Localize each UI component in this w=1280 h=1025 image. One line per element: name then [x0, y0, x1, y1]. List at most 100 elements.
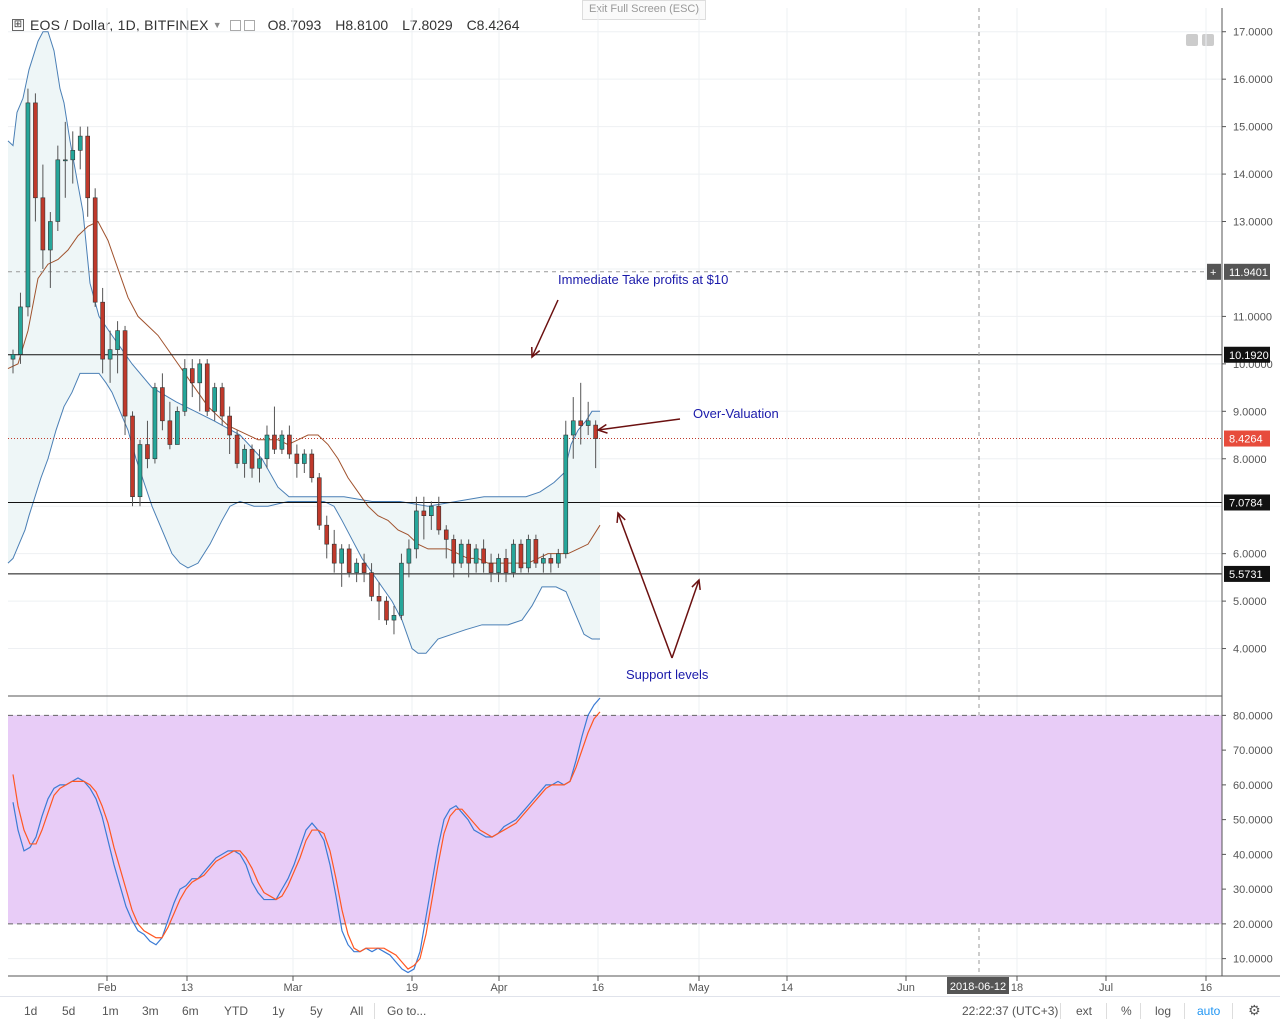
- candle-body: [287, 434, 292, 455]
- x-tick-label: Jun: [897, 982, 915, 994]
- y-tick-label: 30.0000: [1233, 884, 1273, 896]
- candle-body: [488, 562, 494, 573]
- current-price-tag-bg: [1224, 430, 1270, 447]
- bottom-toolbar: 1d 5d 1m 3m 6m YTD 1y 5y All Go to... 22:22:37 (UT…: [0, 996, 1280, 1025]
- x-tick-label: Feb: [98, 982, 117, 994]
- clock-readout: 22:22:37 (UTC+3): [962, 1004, 1059, 1018]
- candle-body: [436, 505, 442, 531]
- collapse-icon[interactable]: ⊞: [12, 19, 24, 31]
- candle-body: [339, 548, 344, 564]
- candle-body: [346, 548, 352, 573]
- candle-body: [324, 524, 330, 545]
- range-button-1y[interactable]: 1y: [272, 1004, 285, 1018]
- bollinger-fill: [8, 31, 600, 654]
- candle-body: [316, 477, 322, 526]
- candle-body: [518, 543, 524, 569]
- candle-body: [115, 330, 120, 350]
- plus-icon-bg: [1207, 263, 1221, 280]
- range-button-3m[interactable]: 3m: [142, 1004, 159, 1018]
- chart-header: EOS / Dollar, 1D, BITFINEX ▼ O8.7093 H8.…: [30, 17, 530, 33]
- candle-body: [391, 615, 397, 621]
- y-tick-label: 50.0000: [1233, 815, 1273, 827]
- level-price-tag-bg: [1224, 494, 1270, 511]
- eye-icon[interactable]: [229, 19, 241, 31]
- candle-body: [25, 102, 31, 308]
- auto-toggle[interactable]: auto: [1197, 1004, 1221, 1018]
- x-tick-label: 16: [1200, 982, 1212, 994]
- candle-body: [197, 363, 203, 384]
- candle-body: [429, 505, 434, 516]
- annotation-text: Immediate Take profits at $10: [558, 272, 728, 287]
- toolbar-divider: [1106, 1003, 1107, 1019]
- take-profit-arrow: [531, 299, 559, 358]
- candle-body: [257, 458, 262, 469]
- candle-body: [570, 420, 576, 436]
- candle-body: [48, 221, 53, 251]
- range-button-1m[interactable]: 1m: [102, 1004, 119, 1018]
- symbol-title[interactable]: EOS / Dollar, 1D, BITFINEX: [30, 17, 209, 33]
- percent-toggle[interactable]: %: [1121, 1004, 1132, 1018]
- ext-toggle[interactable]: ext: [1076, 1004, 1093, 1018]
- scale-down-icon[interactable]: [1186, 34, 1198, 46]
- candle-body: [77, 135, 83, 151]
- candle-body: [421, 510, 427, 516]
- candle-body: [548, 558, 554, 564]
- candle-body: [33, 102, 38, 199]
- candle-body: [100, 301, 105, 360]
- gear-icon[interactable]: ⚙: [1248, 1002, 1261, 1018]
- stochastic-band-fill: [8, 715, 1222, 924]
- stochastic-oscillator: [8, 697, 1222, 974]
- scale-up-icon[interactable]: [1202, 34, 1214, 46]
- candle-body: [466, 543, 471, 564]
- take-profit-arrow-head: [531, 346, 541, 359]
- candle-body: [130, 415, 135, 498]
- crosshair-date-bg: [947, 977, 1009, 994]
- range-button-1d[interactable]: 1d: [24, 1004, 38, 1018]
- candle-body: [578, 420, 584, 426]
- candlesticks: [8, 88, 1222, 697]
- y-tick-label: 11.0000: [1233, 311, 1272, 323]
- support-arrow-lower: [671, 579, 700, 659]
- candle-body: [533, 539, 539, 564]
- toolbar-divider: [1232, 1003, 1233, 1019]
- range-button-6m[interactable]: 6m: [182, 1004, 199, 1018]
- y-tick-label: 8.0000: [1233, 454, 1267, 466]
- support-arrow-upper: [617, 512, 673, 659]
- candle-body: [10, 354, 16, 360]
- range-button-5y[interactable]: 5y: [310, 1004, 323, 1018]
- range-button-ytd[interactable]: YTD: [224, 1004, 248, 1018]
- range-button-all[interactable]: All: [350, 1004, 364, 1018]
- support-arrow-lower-head: [691, 578, 701, 591]
- log-toggle[interactable]: log: [1155, 1004, 1172, 1018]
- level-price-tag: 7.0784: [1229, 497, 1263, 509]
- candle-body: [219, 387, 225, 417]
- level-price-tag-bg: [1224, 565, 1270, 582]
- candle-body: [302, 453, 307, 464]
- y-tick-label: 14.0000: [1233, 169, 1273, 181]
- candle-body: [137, 444, 143, 498]
- candle-body: [376, 596, 382, 602]
- candle-body: [182, 368, 188, 412]
- range-button-5d[interactable]: 5d: [62, 1004, 76, 1018]
- y-tick-label: 13.0000: [1233, 217, 1273, 229]
- goto-button[interactable]: Go to...: [387, 1004, 427, 1018]
- candle-body: [167, 420, 173, 445]
- exit-fullscreen-hint[interactable]: Exit Full Screen (ESC): [582, 0, 706, 20]
- crosshair-date-tag: 2018-06-12: [950, 981, 1006, 993]
- candle-body: [458, 543, 464, 564]
- y-tick-label: 15.0000: [1233, 122, 1273, 134]
- y-tick-label: 20.0000: [1233, 919, 1273, 931]
- candle-body: [384, 600, 389, 621]
- y-tick-label: 5.0000: [1233, 596, 1267, 608]
- candle-body: [189, 368, 195, 384]
- y-tick-label: 9.0000: [1233, 406, 1267, 418]
- candle-body: [585, 420, 591, 426]
- candle-body: [152, 387, 158, 460]
- gear-icon[interactable]: [243, 19, 255, 31]
- open-value: O8.7093: [267, 17, 322, 33]
- y-tick-label: 40.0000: [1233, 849, 1273, 861]
- candle-body: [85, 135, 90, 199]
- y-tick-label: 17.0000: [1233, 27, 1273, 39]
- chevron-down-icon[interactable]: ▼: [212, 20, 222, 30]
